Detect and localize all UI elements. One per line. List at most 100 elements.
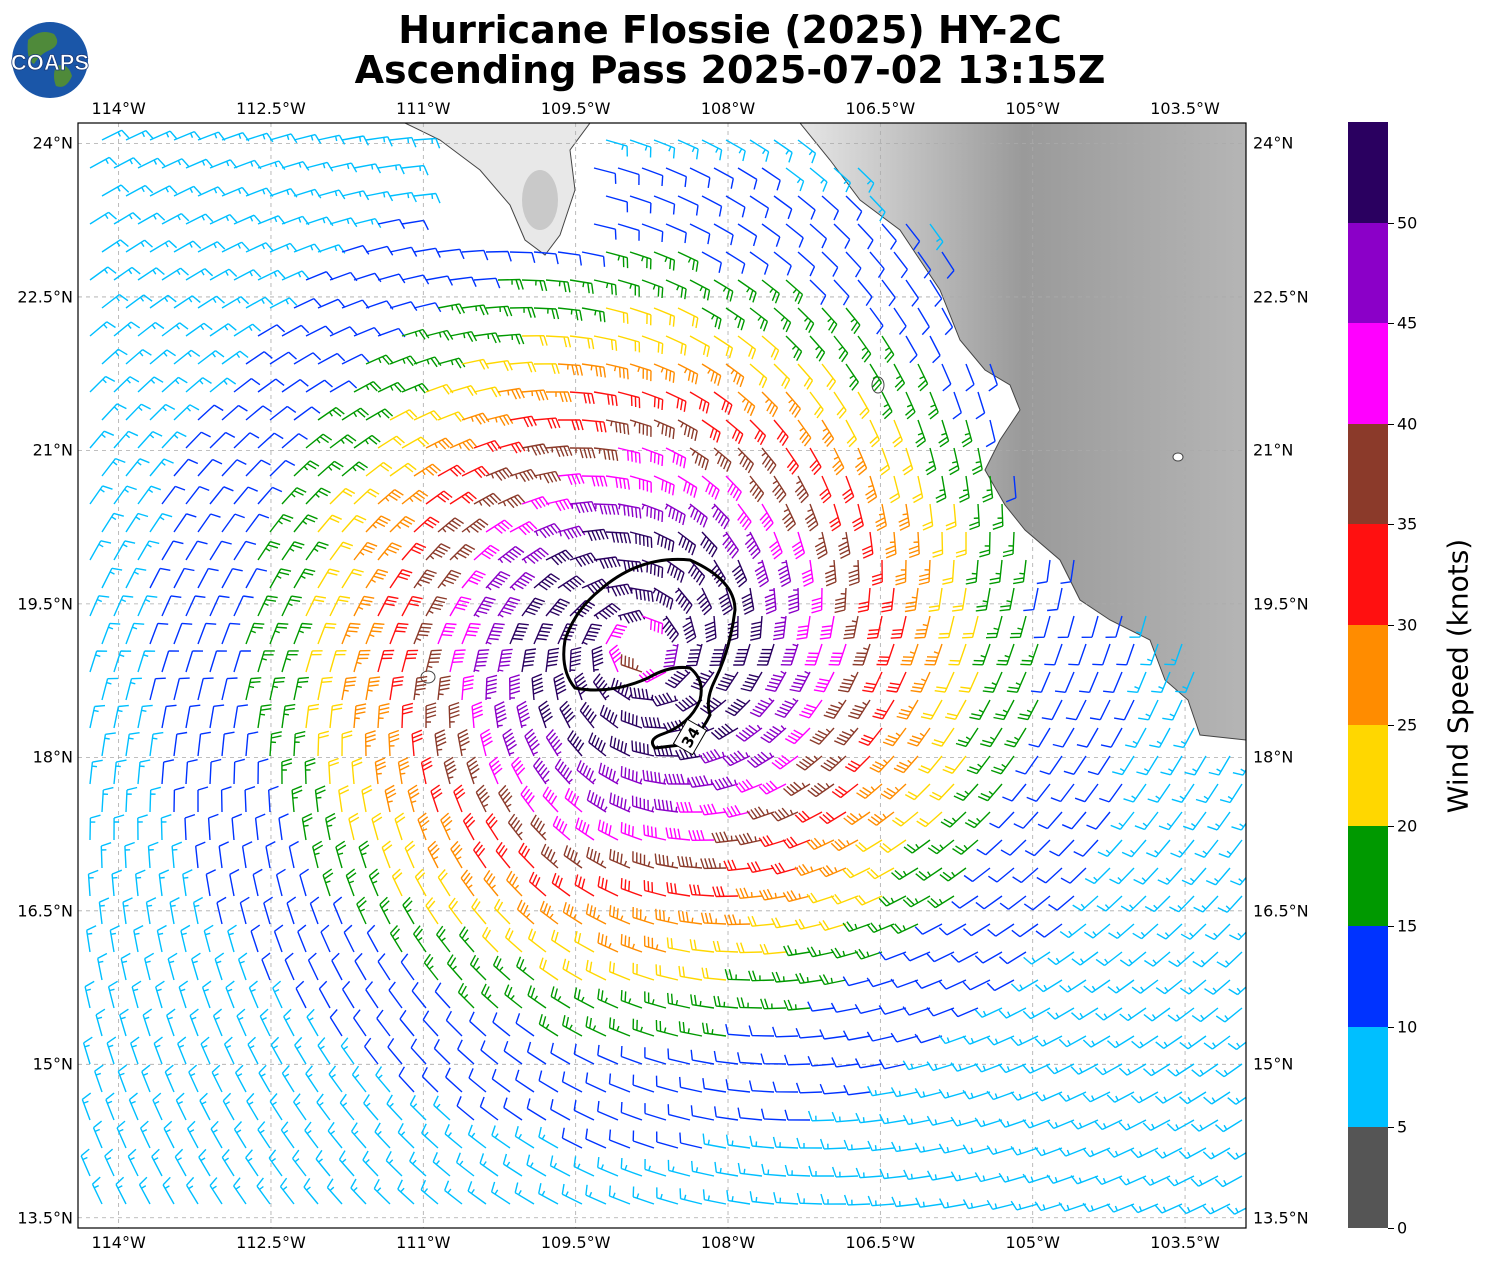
wind-barb <box>497 648 513 673</box>
wind-barb <box>806 946 835 958</box>
wind-barb <box>785 223 804 248</box>
wind-barb <box>644 1103 667 1121</box>
wind-barb <box>485 414 514 426</box>
wind-barb <box>89 759 103 785</box>
wind-barb <box>1190 1119 1219 1132</box>
wind-barb <box>918 755 943 774</box>
wind-barb <box>663 643 679 668</box>
wind-barb <box>340 1037 355 1065</box>
wind-barb <box>1202 1203 1231 1215</box>
wind-barb <box>986 979 1015 992</box>
wind-barb <box>293 297 322 309</box>
wind-barb <box>387 1038 403 1065</box>
wind-barb <box>533 573 560 591</box>
wind-barb <box>237 952 248 981</box>
wind-barb <box>617 503 642 519</box>
wind-barb <box>125 294 153 309</box>
wind-barb <box>794 475 809 504</box>
wind-barb <box>411 981 427 1009</box>
wind-barb <box>450 840 463 869</box>
wind-barb <box>81 1092 92 1121</box>
wind-barb <box>581 307 606 323</box>
wind-barb <box>125 349 152 365</box>
wind-barb <box>674 587 693 614</box>
wind-barb <box>269 459 296 477</box>
wind-barb <box>161 376 188 393</box>
wind-barb <box>782 836 811 849</box>
wind-barb <box>629 475 652 493</box>
wind-barb <box>609 792 631 813</box>
colorbar-tick-label: 0 <box>1397 1218 1408 1238</box>
wind-barb <box>401 542 427 561</box>
wind-barb <box>197 458 223 477</box>
wind-barb <box>818 920 847 931</box>
wind-barb <box>413 675 428 701</box>
wind-barb <box>664 773 691 785</box>
wind-barb <box>329 1009 343 1037</box>
wind-barb <box>809 167 828 192</box>
wind-barb <box>1203 1035 1231 1050</box>
wind-barb <box>413 137 441 149</box>
colorbar-tick <box>1388 725 1394 727</box>
wind-barb <box>538 1183 559 1205</box>
wind-barb <box>819 1029 847 1040</box>
wind-barb <box>1180 979 1207 995</box>
wind-barb <box>461 412 490 425</box>
wind-barb <box>831 1111 859 1123</box>
wind-barb <box>724 969 751 981</box>
wind-barb <box>163 1120 175 1149</box>
wind-barb <box>1156 923 1183 940</box>
wind-barb <box>573 1099 595 1121</box>
wind-barb <box>665 447 687 469</box>
wind-barb <box>640 716 667 729</box>
wind-barb <box>662 719 691 734</box>
wind-barb <box>689 335 710 357</box>
wind-barb <box>881 587 895 613</box>
lon-tick-label: 105°W <box>1005 1233 1060 1252</box>
wind-barb <box>784 1109 811 1121</box>
wind-barb <box>1155 1035 1183 1049</box>
wind-barb <box>1052 727 1075 748</box>
wind-barb <box>480 1040 499 1065</box>
wind-barb <box>377 595 399 617</box>
wind-barb <box>653 475 675 496</box>
wind-barb <box>962 1035 991 1045</box>
wind-barb <box>934 671 955 693</box>
wind-barb <box>432 1152 451 1177</box>
wind-barb <box>475 784 490 813</box>
wind-barb <box>377 489 404 505</box>
wind-barb <box>854 895 883 906</box>
wind-barb <box>491 1125 511 1149</box>
wind-barb <box>233 595 254 617</box>
wind-barb <box>389 301 418 311</box>
wind-barb <box>385 1150 403 1177</box>
wind-barb <box>268 1149 283 1177</box>
wind-barb <box>269 133 298 144</box>
wind-barb <box>1160 755 1183 776</box>
wind-barb <box>845 419 858 448</box>
wind-barb <box>1012 559 1027 585</box>
wind-barb <box>509 415 537 428</box>
wind-barb <box>473 277 501 289</box>
wind-barb <box>469 1011 487 1037</box>
wind-barb <box>688 829 715 841</box>
wind-barb <box>312 840 324 869</box>
wind-barb <box>809 447 822 476</box>
wind-barb <box>758 888 787 901</box>
wind-barb <box>89 156 118 169</box>
wind-barb <box>1173 727 1195 749</box>
wind-barb <box>207 813 219 841</box>
lon-tick-label: 111°W <box>396 99 451 118</box>
wind-barb <box>797 139 817 164</box>
wind-barb <box>497 441 526 454</box>
wind-barb <box>1002 783 1027 802</box>
wind-barb <box>679 1188 703 1205</box>
wind-barb <box>922 503 934 531</box>
colorbar-tick <box>1388 323 1394 325</box>
wind-barb <box>422 1010 439 1037</box>
wind-barb <box>320 924 331 953</box>
wind-barb <box>341 514 367 533</box>
wind-barb <box>420 756 433 785</box>
wind-barb <box>509 306 536 318</box>
